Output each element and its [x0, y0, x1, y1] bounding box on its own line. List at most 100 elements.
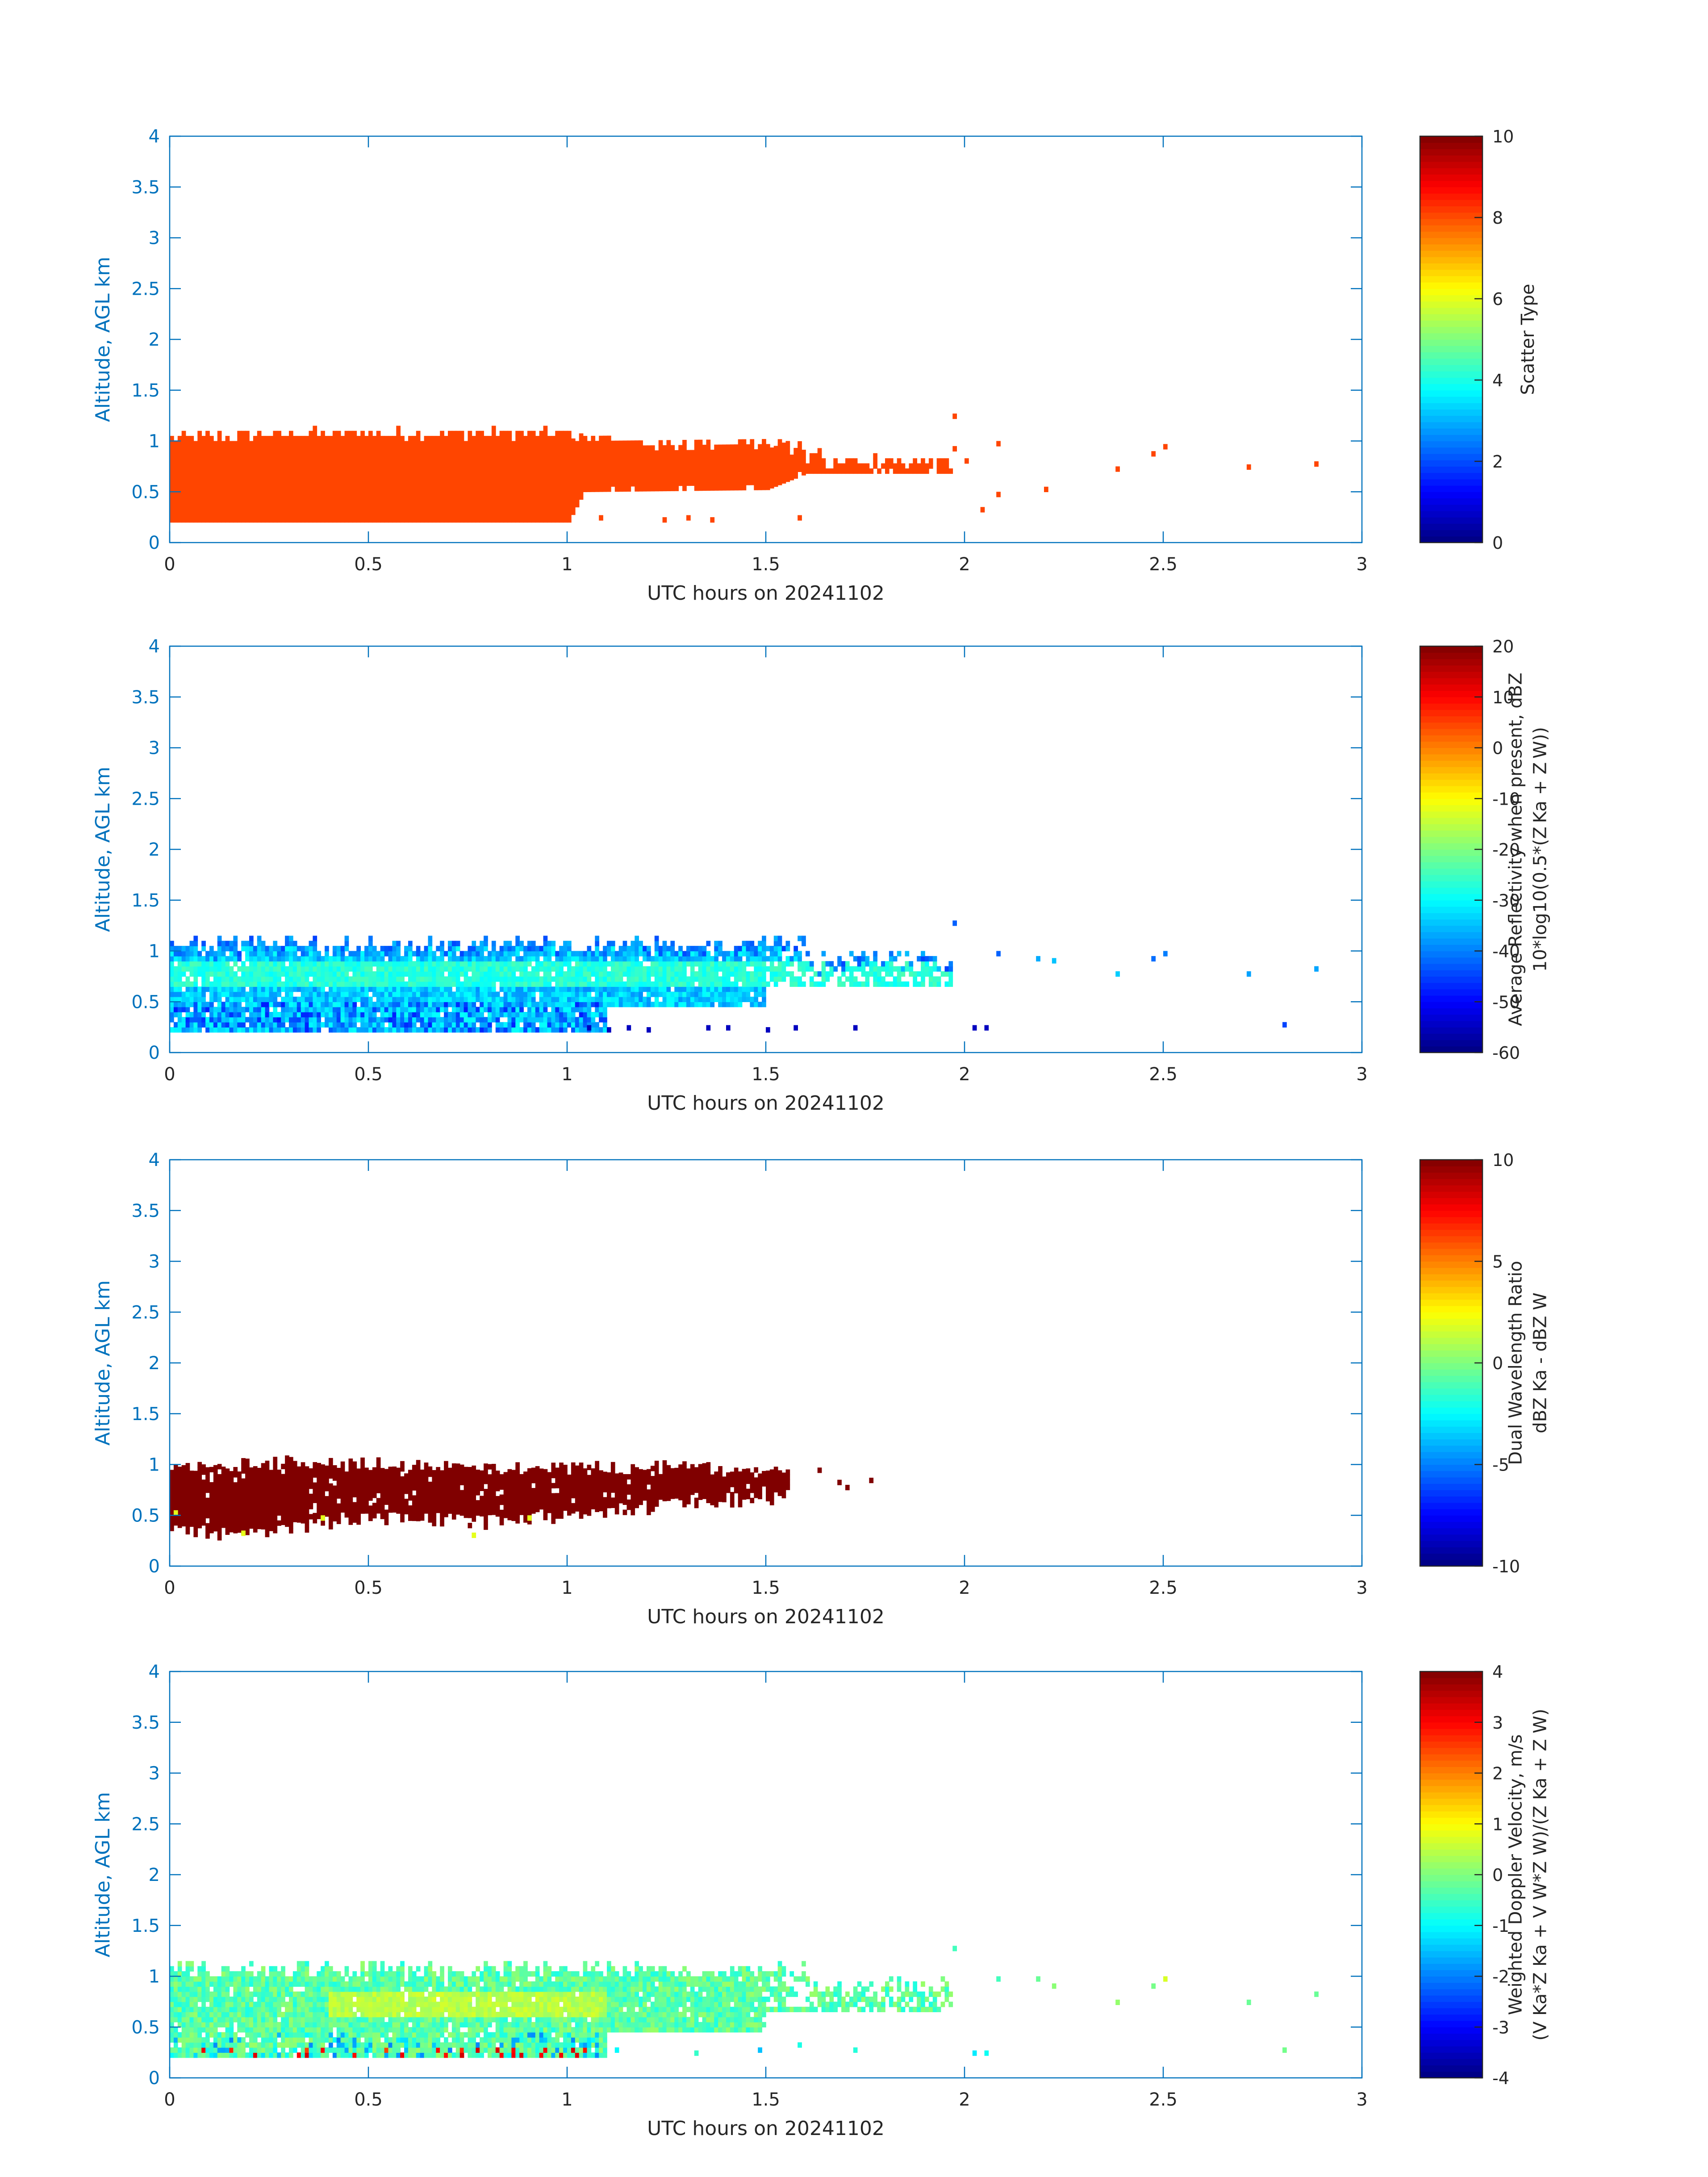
heatmap-cell [547, 471, 552, 477]
heatmap-cell [332, 517, 337, 523]
heatmap-cell [408, 1007, 413, 1012]
heatmap-cell [344, 481, 349, 487]
heatmap-cell [173, 446, 178, 452]
heatmap-cell [412, 1022, 417, 1028]
heatmap-cell [440, 441, 444, 447]
heatmap-cell [809, 458, 814, 464]
heatmap-cell [269, 497, 274, 502]
heatmap-cell [368, 981, 373, 987]
heatmap-cell [209, 971, 214, 977]
heatmap-cell [698, 470, 703, 476]
heatmap-cell [372, 961, 377, 967]
heatmap-cell [543, 961, 548, 967]
heatmap-cell [575, 476, 580, 482]
heatmap-cell [245, 956, 250, 962]
heatmap-cell [317, 981, 321, 987]
heatmap-cell [233, 451, 238, 457]
heatmap-cell [181, 476, 186, 482]
heatmap-cell [408, 951, 413, 957]
heatmap-cell [555, 481, 560, 487]
heatmap-cell [173, 1022, 178, 1028]
heatmap-cell [201, 517, 206, 523]
heatmap-cell [730, 485, 735, 491]
heatmap-cell [296, 1027, 301, 1033]
heatmap-cell [185, 512, 190, 518]
heatmap-cell [245, 991, 250, 997]
heatmap-cell [563, 456, 568, 462]
heatmap-cell [817, 468, 822, 474]
heatmap-cell [448, 481, 452, 487]
heatmap-cell [448, 981, 452, 987]
heatmap-cell [527, 971, 532, 977]
heatmap-cell [344, 456, 349, 462]
heatmap-cell [396, 1002, 401, 1007]
heatmap-cell [527, 502, 532, 508]
heatmap-cell [742, 475, 747, 481]
heatmap-cell [273, 471, 278, 477]
heatmap-cell [480, 436, 484, 442]
heatmap-cell [233, 986, 238, 992]
heatmap-cell [575, 492, 580, 497]
heatmap-cell [408, 1027, 413, 1033]
heatmap-cell [499, 1002, 504, 1007]
heatmap-cell [730, 991, 735, 997]
heatmap-cell [229, 486, 234, 493]
heatmap-cell [917, 956, 921, 962]
heatmap-cell [305, 517, 309, 523]
heatmap-cell [742, 996, 747, 1003]
heatmap-cell [451, 956, 456, 962]
heatmap-cell [472, 986, 476, 992]
heatmap-cell [344, 512, 349, 518]
heatmap-cell [503, 1002, 508, 1007]
heatmap-cell [531, 981, 536, 987]
heatmap-cell [193, 476, 198, 482]
heatmap-cell [193, 1017, 198, 1023]
heatmap-cell [237, 507, 242, 513]
heatmap-cell [189, 981, 194, 987]
heatmap-cell [197, 466, 202, 472]
heatmap-cell [563, 497, 568, 502]
heatmap-cell [177, 471, 182, 477]
heatmap-cell [575, 466, 580, 472]
heatmap-cell [583, 951, 588, 957]
heatmap-cell [734, 460, 739, 465]
heatmap-cell [821, 463, 826, 469]
heatmap-cell [511, 517, 516, 523]
heatmap-cell [603, 946, 607, 952]
heatmap-cell [464, 1017, 468, 1023]
heatmap-cell [380, 456, 385, 462]
heatmap-cell [356, 986, 361, 992]
heatmap-cell [480, 492, 484, 497]
heatmap-cell [639, 450, 643, 456]
heatmap-cell [857, 961, 862, 967]
heatmap-cell [372, 502, 377, 508]
heatmap-cell [523, 481, 528, 487]
heatmap-cell [742, 480, 747, 485]
heatmap-cell [464, 476, 468, 482]
heatmap-cell [595, 1027, 599, 1033]
heatmap-cell [459, 1027, 464, 1033]
heatmap-cell [313, 446, 317, 452]
heatmap-cell [742, 951, 747, 957]
heatmap-cell [610, 986, 615, 992]
colorbar-segment [1420, 435, 1482, 442]
heatmap-cell [296, 956, 301, 962]
heatmap-cell [257, 946, 262, 952]
heatmap-cell [495, 497, 500, 502]
heatmap-cell [249, 471, 254, 477]
heatmap-cell [317, 446, 321, 452]
heatmap-cell [603, 435, 607, 441]
heatmap-cell [610, 466, 615, 472]
heatmap-cell [762, 971, 766, 977]
heatmap-cell [718, 976, 722, 982]
heatmap-cell [257, 1027, 262, 1033]
heatmap-cell [229, 481, 234, 487]
heatmap-cell [221, 1012, 226, 1018]
heatmap-cell [599, 1017, 603, 1023]
heatmap-cell [618, 996, 623, 1003]
heatmap-cell [269, 976, 274, 982]
heatmap-cell [523, 1017, 528, 1023]
heatmap-cell [750, 976, 755, 982]
heatmap-cell [829, 468, 834, 474]
heatmap-cell [551, 451, 556, 457]
